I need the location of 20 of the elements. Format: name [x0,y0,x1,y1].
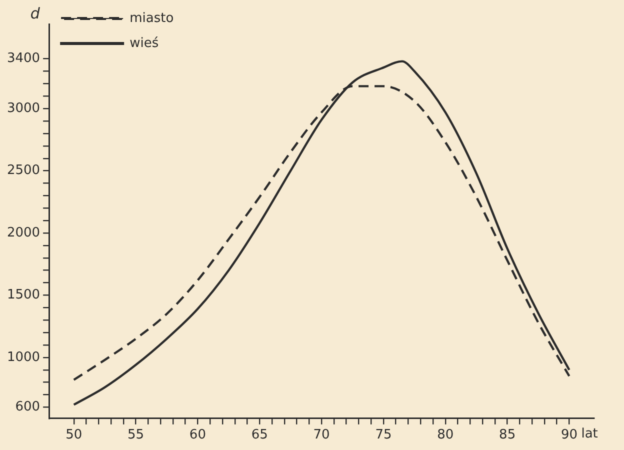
legend-label: wieś [130,36,159,51]
legend-label: miasto [130,10,174,26]
x-tick-label: 65 [251,428,268,443]
x-tick-label: 85 [499,428,516,443]
x-tick-label: 80 [437,428,454,443]
y-axis-title: d [30,4,40,22]
y-tick-label: 3400 [6,51,40,66]
y-tick-label: 1500 [6,288,40,303]
y-tick-label: 2000 [6,225,40,240]
x-tick-label: 75 [375,428,392,443]
y-tick-label: 1000 [6,350,40,365]
y-tick-label: 600 [15,400,40,415]
y-tick-label: 3000 [6,100,40,116]
y-tick-label: 2500 [6,163,40,178]
x-tick-label: 70 [313,428,330,443]
x-tick-label: 50 [66,428,82,443]
x-tick-label: 55 [128,428,144,443]
x-tick-label: 90 [560,428,578,443]
x-tick-label: 60 [189,428,206,443]
x-axis-title: lat [581,426,598,442]
